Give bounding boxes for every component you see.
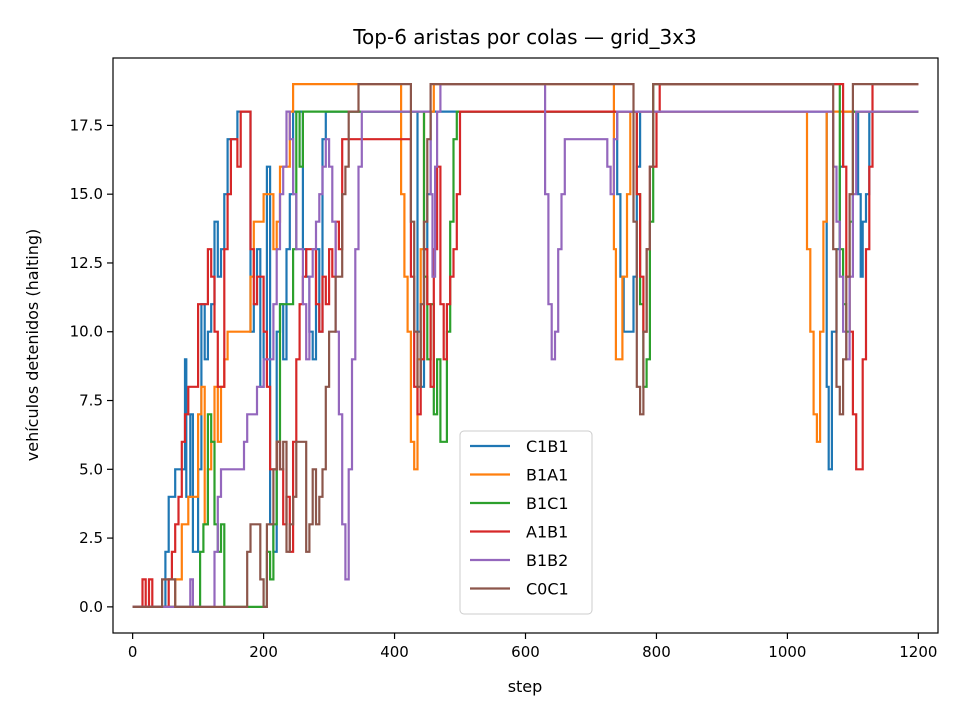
y-tick-label: 7.5 (79, 392, 103, 410)
y-axis: 0.0 2.5 5.0 7.5 10.0 12.5 15.0 17.5 (70, 116, 113, 616)
x-tick-label: 1200 (899, 643, 937, 661)
legend-label: B1A1 (526, 466, 568, 485)
legend-box (459, 430, 593, 615)
legend: C1B1 B1A1 B1C1 A1B1 B1B2 C0C1 (459, 430, 593, 615)
x-tick-label: 600 (511, 643, 540, 661)
legend-label: B1B2 (526, 551, 568, 570)
x-tick-label: 0 (128, 643, 138, 661)
y-tick-label: 15.0 (70, 185, 103, 203)
legend-label: B1C1 (526, 494, 569, 513)
x-tick-label: 1000 (768, 643, 806, 661)
y-tick-label: 12.5 (70, 254, 103, 272)
y-axis-label: vehículos detenidos (halting) (23, 229, 42, 461)
series-lines (132, 83, 919, 608)
legend-label: C1B1 (526, 437, 569, 456)
plot-area (112, 57, 939, 634)
chart-title: Top-6 aristas por colas — grid_3x3 (352, 25, 697, 49)
y-tick-label: 0.0 (79, 598, 103, 616)
x-tick-label: 800 (642, 643, 671, 661)
y-tick-label: 5.0 (79, 460, 103, 478)
y-tick-label: 17.5 (70, 116, 103, 134)
legend-label: C0C1 (526, 580, 569, 599)
x-tick-label: 200 (249, 643, 278, 661)
legend-label: A1B1 (526, 523, 568, 542)
y-tick-label: 2.5 (79, 529, 103, 547)
y-tick-label: 10.0 (70, 323, 103, 341)
x-axis-label: step (508, 677, 543, 696)
x-axis: 0 200 400 600 800 1000 1200 (128, 633, 937, 661)
x-tick-label: 400 (380, 643, 409, 661)
series-line-c0c1 (132, 83, 919, 608)
series-line-b1b2 (132, 83, 919, 608)
